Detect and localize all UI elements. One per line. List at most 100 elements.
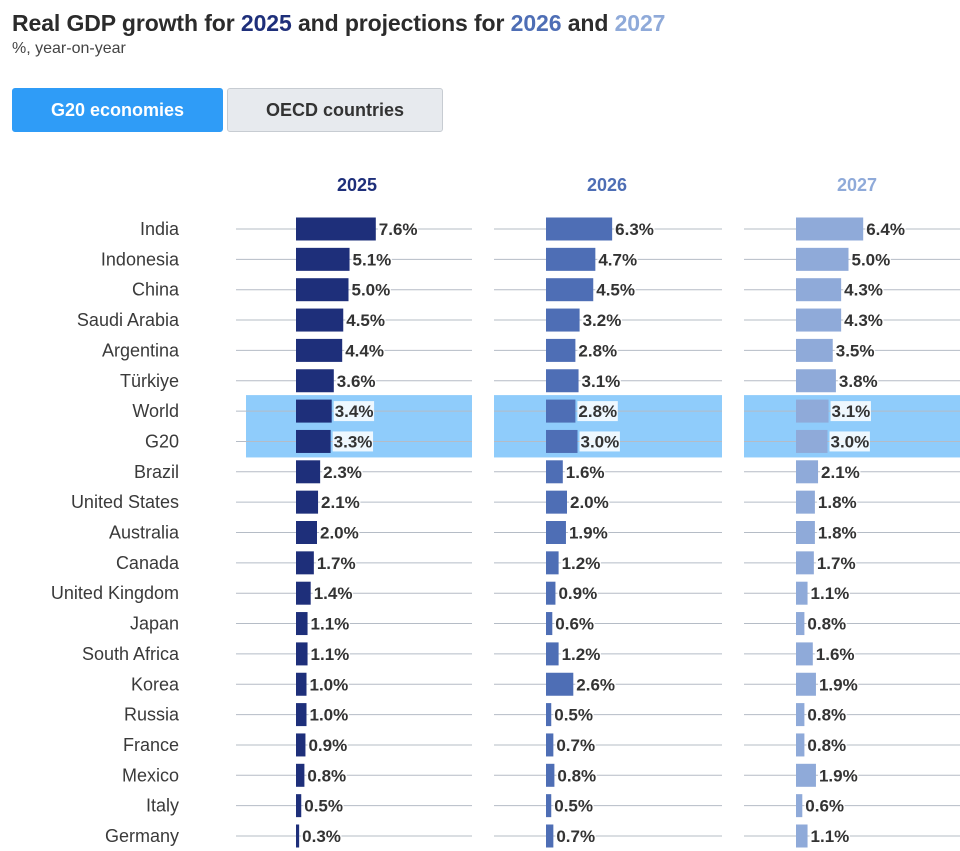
tab-oecd-countries[interactable]: OECD countries bbox=[227, 88, 443, 132]
bar-2026-t-rkiye[interactable] bbox=[546, 369, 579, 393]
bar-2027-g20[interactable] bbox=[796, 429, 828, 453]
value-label-bg-2027-germany bbox=[809, 826, 850, 846]
bar-2025-italy[interactable] bbox=[296, 794, 302, 818]
bar-2027-australia[interactable] bbox=[796, 521, 815, 544]
bar-2026-france[interactable] bbox=[546, 733, 554, 757]
bar-2026-china[interactable] bbox=[546, 278, 594, 302]
value-label-bg-2027-saudi-arabia bbox=[843, 310, 884, 331]
bar-2027-germany[interactable] bbox=[796, 824, 808, 848]
bar-2026-canada[interactable] bbox=[546, 551, 559, 575]
bar-2026-germany[interactable] bbox=[546, 824, 554, 848]
bar-2026-g20[interactable] bbox=[546, 429, 578, 453]
value-label-bg-2027-brazil bbox=[820, 461, 861, 482]
bar-2026-argentina[interactable] bbox=[546, 338, 576, 362]
bar-2026-brazil[interactable] bbox=[546, 460, 563, 484]
value-label-bg-2027-india bbox=[865, 219, 906, 239]
bar-2025-russia[interactable] bbox=[296, 703, 307, 727]
tab-g20-economies[interactable]: G20 economies bbox=[12, 88, 223, 132]
value-label-2027-argentina: 3.5% bbox=[836, 341, 875, 360]
bar-2027-south-africa[interactable] bbox=[796, 642, 813, 666]
value-label-2026-germany: 0.7% bbox=[556, 827, 595, 846]
bar-2025-argentina[interactable] bbox=[296, 338, 343, 362]
bar-2026-japan[interactable] bbox=[546, 612, 553, 636]
row-label-russia: Russia bbox=[124, 705, 180, 725]
bar-2025-united-kingdom[interactable] bbox=[296, 581, 311, 605]
row-label-italy: Italy bbox=[146, 796, 179, 816]
bar-2025-indonesia[interactable] bbox=[296, 247, 350, 271]
bar-2027-china[interactable] bbox=[796, 278, 842, 302]
bar-2027-world[interactable] bbox=[796, 399, 829, 423]
bar-2026-south-africa[interactable] bbox=[546, 642, 559, 666]
bar-2027-brazil[interactable] bbox=[796, 460, 819, 484]
bar-2025-south-africa[interactable] bbox=[296, 642, 308, 666]
row-label-indonesia: Indonesia bbox=[101, 249, 180, 269]
value-label-bg-2027-australia bbox=[816, 522, 858, 543]
value-label-2026-saudi-arabia: 3.2% bbox=[583, 311, 622, 330]
value-label-2027-united-kingdom: 1.1% bbox=[811, 584, 850, 603]
bar-2025-mexico[interactable] bbox=[296, 763, 305, 787]
value-label-bg-2026-australia bbox=[567, 522, 609, 543]
value-label-bg-2027-japan bbox=[806, 613, 847, 634]
bar-2027-india[interactable] bbox=[796, 217, 864, 241]
value-label-bg-2026-south-africa bbox=[560, 643, 601, 664]
bar-2026-indonesia[interactable] bbox=[546, 247, 596, 271]
bar-2025-japan[interactable] bbox=[296, 612, 308, 636]
bar-2027-united-states[interactable] bbox=[796, 490, 815, 514]
bar-2027-korea[interactable] bbox=[796, 672, 816, 696]
bar-2027-france[interactable] bbox=[796, 733, 805, 757]
bar-2025-g20[interactable] bbox=[296, 429, 331, 453]
value-label-bg-2026-china bbox=[595, 279, 636, 300]
bar-2025-france[interactable] bbox=[296, 733, 306, 757]
value-label-bg-2025-south-africa bbox=[309, 643, 350, 664]
bar-2025-canada[interactable] bbox=[296, 551, 314, 575]
bar-2026-united-kingdom[interactable] bbox=[546, 581, 556, 605]
value-label-2025-united-kingdom: 1.4% bbox=[314, 584, 353, 603]
bar-2027-united-kingdom[interactable] bbox=[796, 581, 808, 605]
value-label-2026-t-rkiye: 3.1% bbox=[582, 372, 621, 391]
value-label-2026-brazil: 1.6% bbox=[566, 463, 605, 482]
bar-2026-united-states[interactable] bbox=[546, 490, 567, 514]
value-label-bg-2026-argentina bbox=[577, 340, 618, 361]
bar-2027-indonesia[interactable] bbox=[796, 247, 849, 271]
bar-2026-world[interactable] bbox=[546, 399, 576, 423]
row-label-brazil: Brazil bbox=[134, 462, 179, 482]
bar-2025-world[interactable] bbox=[296, 399, 332, 423]
bar-2026-russia[interactable] bbox=[546, 703, 552, 727]
bar-2025-germany[interactable] bbox=[296, 824, 300, 848]
bar-2027-canada[interactable] bbox=[796, 551, 814, 575]
value-label-2025-canada: 1.7% bbox=[317, 554, 356, 573]
bar-2027-russia[interactable] bbox=[796, 703, 805, 727]
bar-2027-saudi-arabia[interactable] bbox=[796, 308, 842, 332]
bar-2025-saudi-arabia[interactable] bbox=[296, 308, 344, 332]
bar-2025-korea[interactable] bbox=[296, 672, 307, 696]
bar-2027-argentina[interactable] bbox=[796, 338, 833, 362]
bar-2026-australia[interactable] bbox=[546, 521, 566, 544]
bar-2025-india[interactable] bbox=[296, 217, 376, 241]
bar-2025-brazil[interactable] bbox=[296, 460, 321, 484]
value-label-bg-2026-mexico bbox=[556, 765, 597, 786]
bar-2025-united-states[interactable] bbox=[296, 490, 319, 514]
value-label-bg-2027-mexico bbox=[817, 765, 859, 786]
value-label-bg-2026-russia bbox=[553, 704, 594, 725]
value-label-2026-japan: 0.6% bbox=[555, 615, 594, 634]
bar-2026-saudi-arabia[interactable] bbox=[546, 308, 580, 332]
bar-2027-japan[interactable] bbox=[796, 612, 805, 636]
bar-2025-china[interactable] bbox=[296, 278, 349, 302]
bar-2026-italy[interactable] bbox=[546, 794, 552, 818]
bar-2026-korea[interactable] bbox=[546, 672, 574, 696]
bar-2027-t-rkiye[interactable] bbox=[796, 369, 836, 393]
row-label-korea: Korea bbox=[131, 674, 180, 694]
bar-2027-italy[interactable] bbox=[796, 794, 803, 818]
value-label-2025-india: 7.6% bbox=[379, 220, 418, 239]
bar-2026-india[interactable] bbox=[546, 217, 613, 241]
bar-2027-mexico[interactable] bbox=[796, 763, 816, 787]
value-label-bg-2027-indonesia bbox=[850, 249, 891, 270]
bar-2025-australia[interactable] bbox=[296, 521, 317, 544]
value-label-2027-india: 6.4% bbox=[866, 220, 905, 239]
value-label-bg-2025-saudi-arabia bbox=[345, 310, 386, 331]
bar-2025-t-rkiye[interactable] bbox=[296, 369, 334, 393]
value-label-2025-mexico: 0.8% bbox=[307, 766, 346, 785]
bar-2026-mexico[interactable] bbox=[546, 763, 555, 787]
value-label-bg-2027-canada bbox=[815, 552, 857, 573]
value-label-2027-world: 3.1% bbox=[832, 402, 871, 421]
